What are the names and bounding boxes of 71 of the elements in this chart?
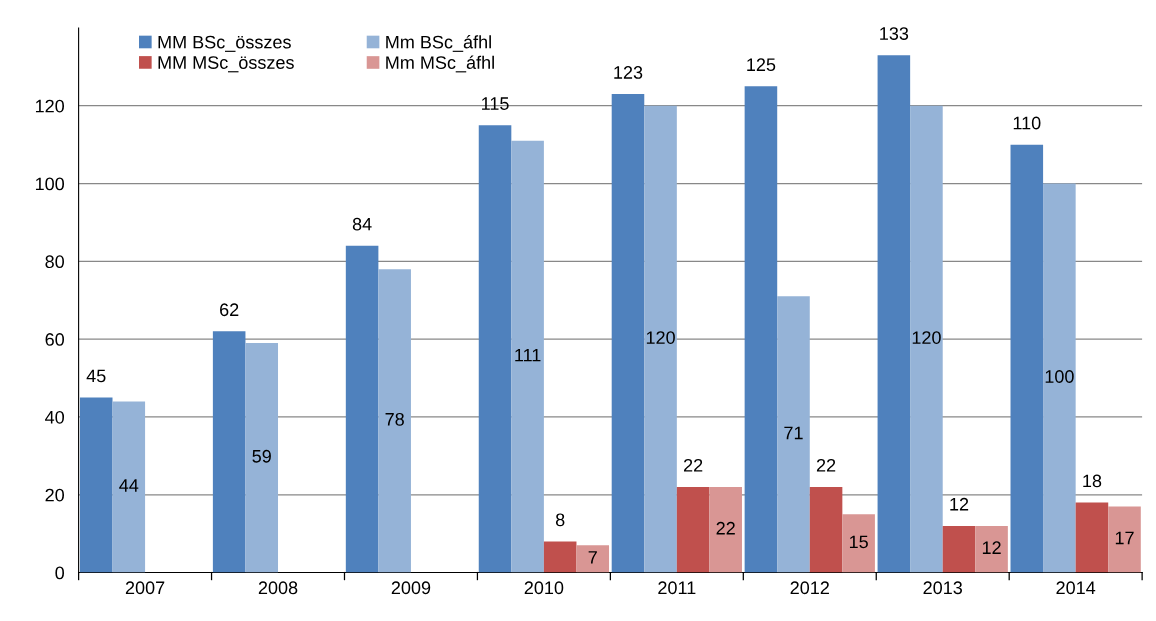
data-label: 59: [252, 449, 271, 463]
data-label: 12: [982, 541, 1001, 554]
legend-label: Mm MSc_áfhl: [386, 55, 494, 73]
x-tick-label: 2011: [658, 581, 696, 595]
legend-label: MM MSc_összes: [158, 56, 294, 73]
x-tick-label: 2007: [125, 581, 165, 595]
data-label: 125: [747, 58, 776, 72]
data-label: 22: [716, 521, 735, 535]
x-tick-label: 2010: [524, 581, 564, 595]
data-label: 110: [1013, 116, 1041, 130]
bar: [676, 486, 710, 573]
data-label: 71: [784, 426, 803, 440]
bar: [910, 105, 943, 573]
bar: [744, 86, 778, 573]
bar: [709, 486, 742, 573]
legend-label: MM BSc_összes: [158, 35, 291, 52]
bar: [245, 343, 279, 573]
y-tick-label: 80: [45, 255, 65, 269]
data-label: 78: [385, 412, 404, 426]
y-tick-label: 40: [45, 410, 65, 424]
bar: [212, 331, 246, 573]
data-label: 8: [555, 513, 565, 527]
x-tick-label: 2012: [790, 581, 829, 595]
data-label: 84: [352, 217, 372, 231]
bar: [777, 296, 810, 573]
data-label: 120: [646, 331, 675, 344]
y-tick-label: 60: [45, 333, 65, 346]
data-label: 115: [482, 97, 509, 110]
bar: [644, 105, 677, 573]
data-label: 12: [950, 497, 969, 511]
data-label: 18: [1083, 474, 1102, 488]
data-label: 17: [1115, 531, 1134, 545]
data-label: 123: [614, 66, 643, 79]
bar: [79, 397, 113, 573]
bar: [942, 525, 976, 573]
bar: [1075, 502, 1109, 573]
bar: [1108, 506, 1141, 573]
bar: [1043, 183, 1076, 573]
data-label: 111: [515, 348, 541, 362]
bar: [1010, 144, 1044, 573]
data-label: 133: [880, 27, 909, 40]
data-label: 22: [816, 458, 836, 472]
data-label: 22: [683, 458, 703, 472]
bar: [511, 140, 544, 573]
data-label: 100: [1045, 370, 1074, 383]
x-tick-label: 2009: [391, 581, 431, 595]
bar: [543, 541, 577, 573]
y-tick-label: 100: [35, 177, 65, 191]
bar: [345, 245, 379, 573]
data-label: 44: [119, 479, 139, 492]
data-label: 62: [220, 303, 239, 317]
legend-label: Mm BSc_áfhl: [386, 35, 491, 52]
data-label: 45: [86, 369, 106, 383]
x-tick-label: 2008: [258, 581, 298, 595]
bar: [842, 514, 875, 573]
x-tick-label: 2014: [1056, 581, 1096, 595]
bar: [478, 125, 512, 573]
bar: [877, 55, 911, 573]
data-label: 120: [912, 331, 941, 344]
y-tick-label: 120: [35, 99, 65, 113]
bar: [611, 94, 645, 573]
bar: [112, 401, 146, 573]
x-tick-label: 2013: [923, 581, 963, 595]
data-label: 15: [849, 535, 868, 549]
bar: [809, 486, 843, 573]
y-tick-label: 0: [55, 566, 65, 580]
bar: [576, 545, 610, 573]
bar: [378, 269, 411, 573]
data-label: 7: [588, 551, 597, 564]
bar: [975, 525, 1008, 573]
y-tick-label: 20: [45, 488, 65, 502]
